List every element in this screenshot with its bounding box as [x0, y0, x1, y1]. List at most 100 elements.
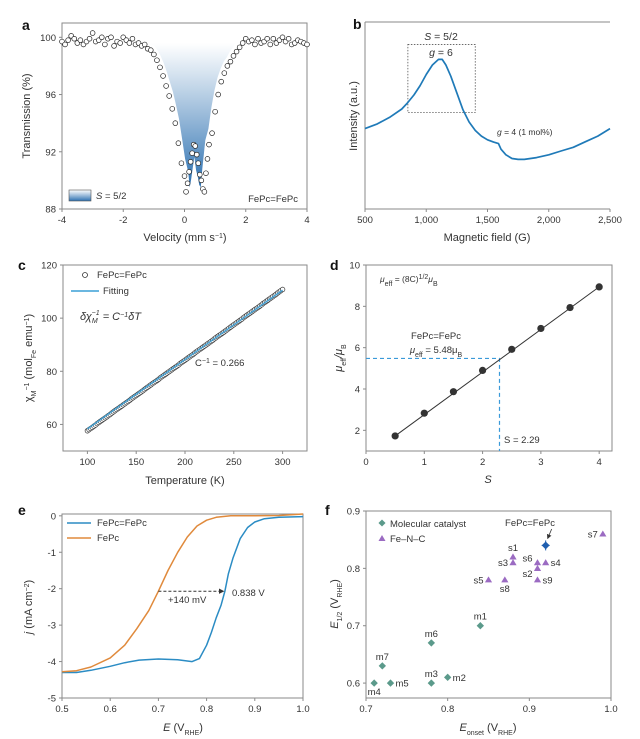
data-point — [478, 366, 487, 374]
data-point — [65, 37, 71, 43]
data-point — [209, 130, 215, 136]
data-point — [192, 143, 198, 149]
panel-letter-c: c — [18, 257, 26, 273]
data-point — [264, 35, 270, 42]
panel-b: 500 1,000 1,500 2,000 2,500 Magnetic field (… — [348, 21, 622, 244]
data-point — [62, 41, 68, 48]
data-point — [537, 324, 545, 333]
point-label-s9: s9 — [543, 575, 553, 586]
panel-e-marks: 0.5 0.6 0.7 0.8 0.9 1.0 -5 -4 -3 -2 -1 0 — [48, 511, 310, 715]
data-point — [203, 170, 209, 176]
legend-marker-molecular — [378, 519, 386, 527]
y-tick-label: 6 — [355, 343, 360, 354]
x-tick-label: 4 — [304, 215, 309, 226]
y-tick-label: -5 — [48, 694, 56, 705]
x-tick-label: 2,500 — [598, 215, 622, 226]
y-tick-label: 0.7 — [347, 621, 360, 632]
x-tick-label: 0.7 — [359, 704, 372, 715]
data-point — [508, 345, 516, 353]
sample-label: FePc=FePc — [411, 331, 461, 342]
legend-label-fit: Fitting — [103, 286, 129, 297]
data-point — [285, 35, 292, 42]
panel-b-marks: 500 1,000 1,500 2,000 2,500 — [357, 21, 622, 226]
point-label-s8: s8 — [500, 584, 510, 595]
point-s1 — [509, 553, 517, 560]
x-tick-label: 0.8 — [200, 704, 213, 715]
equation: δχM−1 = C−1δT — [80, 310, 142, 325]
point-label-m2: m2 — [453, 673, 466, 684]
point-m1 — [476, 622, 485, 630]
x-tick-label: 2,000 — [537, 215, 561, 226]
y-axis-label: j (mA cm−2) — [23, 580, 35, 636]
x-tick-label: -2 — [119, 215, 127, 226]
point-fepc-fepc — [541, 541, 550, 550]
spin-annotation: S = 5/2 — [424, 31, 458, 43]
x-axis-label: Eonset (VRHE) — [460, 722, 517, 737]
point-s7 — [599, 530, 607, 537]
x-tick-label: 1.0 — [296, 704, 309, 715]
x-tick-label: 0.7 — [152, 704, 165, 715]
panel-letter-e: e — [18, 502, 26, 518]
plot-frame — [61, 513, 304, 699]
data-point — [195, 160, 202, 166]
y-tick-label: 96 — [45, 90, 56, 101]
panel-d-marks: 0 1 2 3 4 2 4 6 8 10 — [349, 261, 613, 468]
shift-annotation: +140 mV — [168, 595, 207, 606]
data-point — [566, 303, 574, 312]
x-tick-label: 4 — [597, 457, 602, 468]
data-point — [151, 51, 157, 58]
slope-annotation: C−1 = 0.266 — [195, 358, 244, 370]
data-point — [449, 388, 458, 396]
point-label-s1: s1 — [508, 543, 518, 554]
data-point — [126, 40, 133, 46]
point-label-s7: s7 — [588, 529, 598, 540]
fit-fill-area — [150, 43, 240, 188]
data-point — [221, 70, 228, 76]
point-label-s2: s2 — [522, 569, 532, 580]
y-tick-label: 4 — [355, 385, 360, 396]
data-point — [71, 35, 77, 42]
legend-label-fepc-fepc: FePc=FePc — [97, 518, 147, 529]
data-point — [420, 409, 428, 417]
legend-label-fenc: Fe–N–C — [390, 534, 426, 545]
y-tick-label: 80 — [46, 367, 57, 378]
data-point — [172, 120, 179, 126]
x-tick-label: 1.0 — [604, 704, 617, 715]
x-tick-label: 1 — [422, 457, 427, 468]
y-axis-label: Transmission (%) — [21, 73, 33, 158]
data-point — [201, 189, 208, 195]
point-label-m3: m3 — [425, 669, 438, 680]
data-point — [160, 73, 166, 79]
y-tick-label: 8 — [355, 302, 360, 313]
point-s9 — [533, 576, 542, 583]
data-point — [252, 41, 258, 48]
x-axis-label: E (VRHE) — [163, 722, 203, 737]
guide-dashed-line — [366, 357, 501, 451]
y-tick-label: 100 — [40, 33, 56, 44]
y-tick-label: -3 — [48, 621, 56, 632]
data-point — [187, 159, 194, 165]
y-axis-label: E1/2 (VRHE) — [329, 579, 344, 629]
y-tick-label: 0.9 — [347, 507, 360, 518]
data-point — [157, 64, 163, 71]
data-point — [189, 150, 195, 156]
point-label-m5: m5 — [396, 679, 409, 690]
data-point — [77, 37, 84, 43]
data-point — [102, 41, 108, 48]
x-tick-label: -4 — [58, 215, 66, 226]
y-tick-label: 10 — [349, 261, 360, 272]
panel-letter-f: f — [325, 502, 330, 518]
series-line-fepc-fepc — [62, 515, 304, 674]
x-tick-label: 150 — [128, 457, 144, 468]
data-point — [141, 41, 148, 48]
data-point — [239, 40, 246, 46]
x-tick-label: 300 — [275, 457, 291, 468]
point-label-m7: m7 — [376, 652, 389, 663]
highlight-label: FePc=FePc — [505, 518, 555, 529]
data-point — [163, 83, 169, 89]
x-tick-label: 200 — [177, 457, 193, 468]
panel-c: 100 150 200 250 300 60 80 100 120 Temperature (K… — [23, 261, 308, 487]
point-m5 — [386, 679, 395, 687]
point-m6 — [427, 639, 436, 647]
